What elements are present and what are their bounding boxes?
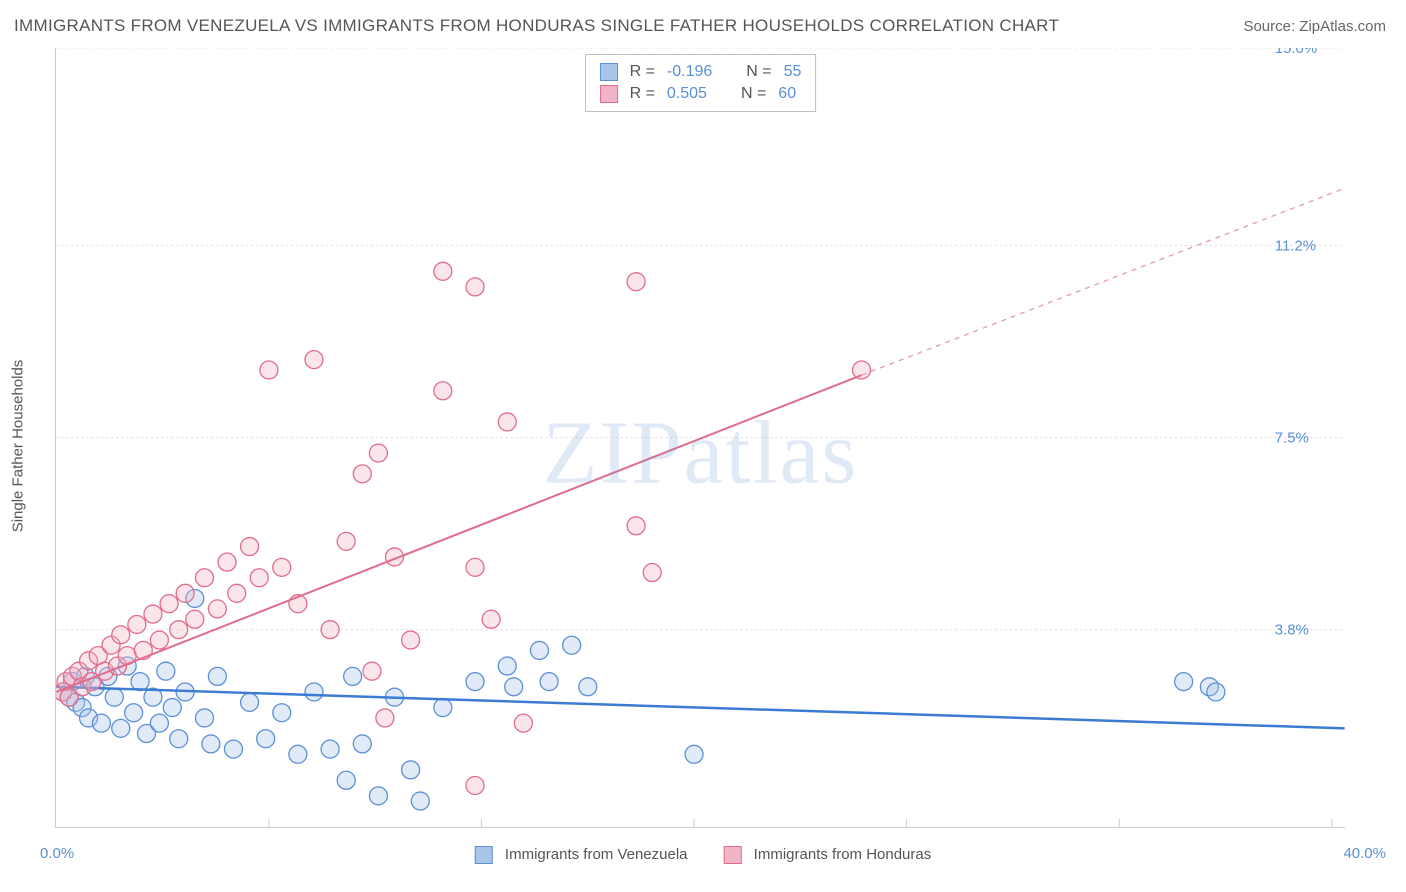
source-attribution: Source: ZipAtlas.com [1243, 18, 1386, 35]
legend-row-honduras: R = 0.505 N = 60 [600, 83, 802, 105]
legend-item-honduras: Immigrants from Honduras [724, 846, 932, 864]
n-value-honduras: 60 [778, 83, 796, 105]
y-axis-label: Single Father Households [10, 360, 27, 533]
swatch-venezuela-icon [475, 846, 493, 864]
r-label: R = [630, 61, 655, 83]
r-value-venezuela: -0.196 [667, 61, 712, 83]
r-value-honduras: 0.505 [667, 83, 707, 105]
correlation-legend-box: R = -0.196 N = 55 R = 0.505 N = 60 [585, 54, 817, 112]
series-legend: Immigrants from Venezuela Immigrants fro… [475, 846, 931, 864]
svg-text:11.2%: 11.2% [1275, 237, 1316, 254]
svg-text:3.8%: 3.8% [1275, 622, 1309, 639]
chart-title: IMMIGRANTS FROM VENEZUELA VS IMMIGRANTS … [14, 16, 1059, 36]
swatch-honduras [600, 85, 618, 103]
scatter-plot-svg: 3.8% 7.5% 11.2% 15.0% [56, 48, 1345, 827]
x-axis-end-label: 40.0% [1343, 845, 1386, 862]
legend-label-honduras: Immigrants from Honduras [754, 846, 932, 863]
svg-text:15.0%: 15.0% [1275, 48, 1317, 57]
x-axis-origin-label: 0.0% [40, 845, 74, 862]
plot-area: 3.8% 7.5% 11.2% 15.0% R = -0.196 N = 55 R =… [55, 48, 1345, 828]
svg-text:7.5%: 7.5% [1275, 429, 1309, 446]
swatch-venezuela [600, 63, 618, 81]
n-label: N = [746, 61, 771, 83]
r-label: R = [630, 83, 655, 105]
legend-item-venezuela: Immigrants from Venezuela [475, 846, 688, 864]
n-label: N = [741, 83, 766, 105]
swatch-honduras-icon [724, 846, 742, 864]
n-value-venezuela: 55 [784, 61, 802, 83]
legend-label-venezuela: Immigrants from Venezuela [505, 846, 688, 863]
legend-row-venezuela: R = -0.196 N = 55 [600, 61, 802, 83]
